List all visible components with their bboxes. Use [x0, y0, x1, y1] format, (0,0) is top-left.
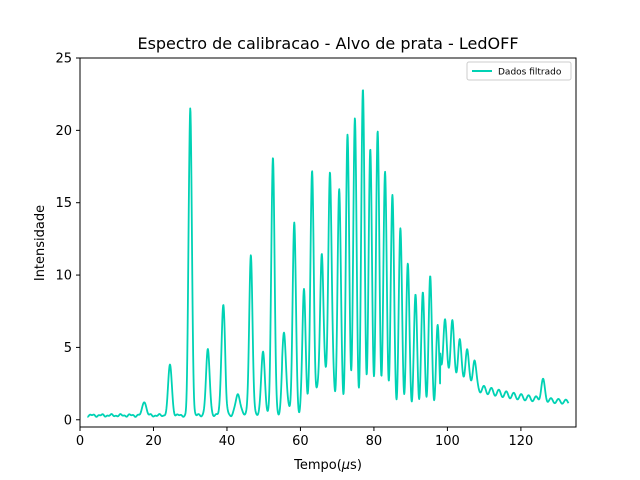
x-axis-label-prefix: Tempo(	[293, 458, 342, 473]
y-tick-label: 0	[64, 413, 72, 428]
y-axis: 0 5 10 15 20 25	[55, 52, 80, 428]
x-tick-label: 0	[76, 434, 84, 449]
legend-label: Dados filtrado	[498, 68, 562, 78]
x-tick-label: 80	[366, 434, 383, 449]
y-tick-label: 10	[55, 269, 72, 284]
axes-frame	[79, 57, 577, 428]
x-axis-label: Tempo(μs)	[293, 458, 362, 473]
x-tick-label: 40	[219, 434, 236, 449]
x-axis: 0 20 40 60 80 100 120	[76, 427, 533, 449]
series-layer	[86, 89, 570, 418]
y-tick-label: 5	[64, 341, 72, 356]
x-tick-label: 20	[145, 434, 162, 449]
y-tick-label: 25	[55, 52, 72, 67]
x-axis-label-suffix: s)	[350, 458, 362, 473]
legend: Dados filtrado	[466, 61, 572, 81]
chart-title: Espectro de calibracao - Alvo de prata -…	[137, 34, 518, 53]
series-line-dados-filtrado	[86, 89, 570, 418]
x-axis-label-mu: μ	[341, 458, 350, 473]
y-tick-label: 15	[55, 196, 72, 211]
y-axis-label: Intensidade	[33, 205, 48, 281]
legend-box	[466, 61, 572, 81]
y-tick-label: 20	[55, 124, 72, 139]
x-tick-label: 120	[508, 434, 533, 449]
x-tick-label: 100	[435, 434, 460, 449]
x-tick-label: 60	[292, 434, 309, 449]
